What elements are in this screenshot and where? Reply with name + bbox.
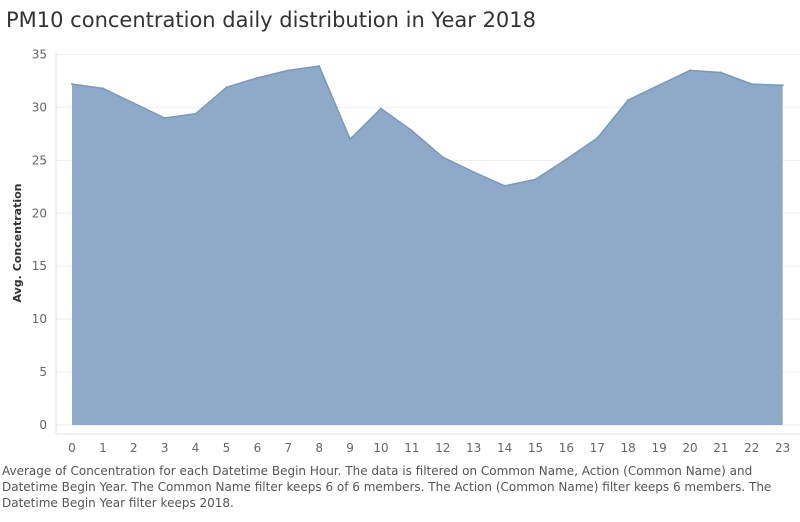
x-tick-label: 16 xyxy=(559,441,574,455)
x-tick-label: 13 xyxy=(466,441,481,455)
data-point xyxy=(380,107,382,110)
data-point xyxy=(596,137,599,140)
x-tick-label: 22 xyxy=(744,441,759,455)
y-tick-label: 0 xyxy=(39,418,47,432)
y-tick-label: 35 xyxy=(32,48,47,62)
data-point xyxy=(719,71,722,74)
y-axis-label: Avg. Concentration xyxy=(11,184,24,303)
x-tick-label: 8 xyxy=(315,441,323,455)
x-tick-label: 9 xyxy=(346,441,354,455)
data-point xyxy=(658,84,661,87)
x-tick-label: 11 xyxy=(404,441,419,455)
x-tick-label: 19 xyxy=(651,441,666,455)
chart-title: PM10 concentration daily distribution in… xyxy=(6,8,537,32)
data-point xyxy=(627,99,630,101)
x-tick-label: 15 xyxy=(528,441,543,455)
data-point xyxy=(534,178,537,181)
area-series xyxy=(71,65,784,425)
x-tick-label: 23 xyxy=(775,441,790,455)
area-line xyxy=(71,65,783,187)
chart-caption: Average of Concentration for each Dateti… xyxy=(2,464,772,510)
x-tick-label: 18 xyxy=(621,441,636,455)
data-point xyxy=(256,76,259,79)
y-tick-label: 30 xyxy=(32,100,47,114)
x-tick-label: 0 xyxy=(68,441,76,455)
data-point xyxy=(689,69,691,72)
data-point xyxy=(750,83,753,86)
x-tick-label: 6 xyxy=(254,441,262,455)
x-tick-label: 3 xyxy=(161,441,169,455)
data-point xyxy=(441,156,444,159)
x-tick-label: 1 xyxy=(99,441,107,455)
data-point xyxy=(71,83,73,86)
data-point xyxy=(349,138,352,141)
y-tick-label: 20 xyxy=(32,206,47,220)
x-tick-label: 12 xyxy=(435,441,450,455)
y-tick-label: 25 xyxy=(32,153,47,167)
x-tick-label: 4 xyxy=(192,441,200,455)
x-tick-label: 21 xyxy=(713,441,728,455)
data-point xyxy=(318,65,321,68)
x-tick-label: 14 xyxy=(497,441,512,455)
x-tick-label: 20 xyxy=(682,441,697,455)
y-tick-label: 10 xyxy=(32,312,47,326)
y-tick-label: 15 xyxy=(32,259,47,273)
y-axis-ticks: 0 5 10 15 20 25 30 35 xyxy=(32,48,47,433)
data-point xyxy=(194,112,197,115)
x-tick-label: 7 xyxy=(284,441,292,455)
data-point xyxy=(287,69,290,72)
data-point xyxy=(565,158,568,161)
x-axis-ticks: 0 1 2 3 4 5 6 7 8 9 10 11 12 13 14 15 16 17 18 19 20 21 22 23 xyxy=(68,441,790,455)
data-point xyxy=(225,86,228,89)
data-point xyxy=(781,84,784,87)
x-tick-label: 10 xyxy=(373,441,388,455)
x-tick-label: 17 xyxy=(590,441,605,455)
x-tick-label: 5 xyxy=(223,441,231,455)
data-point xyxy=(472,171,475,173)
data-point xyxy=(132,102,135,105)
data-point xyxy=(503,184,506,187)
x-tick-label: 2 xyxy=(130,441,138,455)
data-point xyxy=(163,117,166,119)
area-fill xyxy=(72,66,783,425)
data-point xyxy=(101,87,104,90)
data-point xyxy=(410,129,413,132)
y-tick-label: 5 xyxy=(39,365,47,379)
